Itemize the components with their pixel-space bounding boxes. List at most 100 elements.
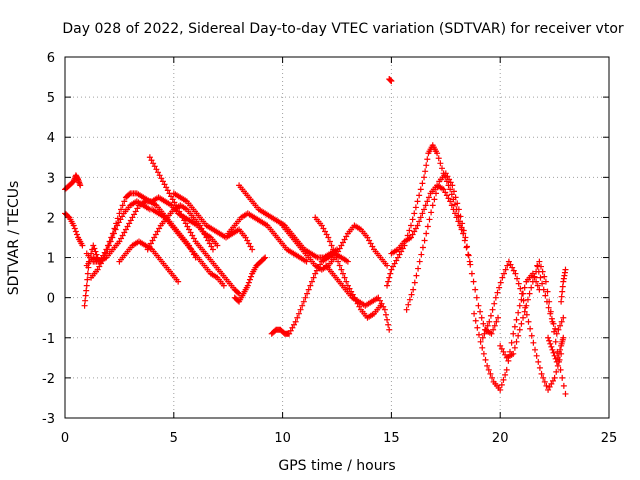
data-point-marker — [403, 306, 410, 313]
data-point-marker — [246, 276, 253, 283]
data-point-marker — [473, 294, 480, 301]
data-marks — [62, 76, 569, 397]
data-point-marker — [376, 297, 383, 304]
data-point-marker — [155, 169, 162, 176]
data-point-marker — [72, 228, 79, 235]
data-point-marker — [107, 238, 114, 245]
data-point-marker — [424, 156, 431, 163]
data-point-marker — [336, 262, 343, 269]
data-point-marker — [322, 228, 329, 235]
data-point-marker — [491, 300, 498, 307]
data-point-marker — [532, 346, 539, 353]
data-point-marker — [303, 258, 310, 265]
data-point-marker — [375, 294, 382, 301]
data-point-marker — [460, 227, 467, 234]
data-point-marker — [367, 240, 374, 247]
data-point-marker — [438, 165, 445, 172]
data-point-marker — [144, 246, 151, 253]
x-tick-label: 15 — [383, 431, 400, 446]
data-point-marker — [394, 254, 401, 261]
data-point-marker — [386, 274, 393, 281]
data-point-marker — [536, 258, 543, 265]
data-point-marker — [530, 339, 537, 346]
data-point-marker — [149, 237, 156, 244]
data-point-marker — [299, 302, 306, 309]
data-point-marker — [416, 192, 423, 199]
data-point-marker — [429, 202, 436, 209]
data-point-marker — [338, 266, 345, 273]
data-point-marker — [540, 374, 547, 381]
data-point-marker — [489, 374, 496, 381]
data-point-marker — [477, 338, 484, 345]
data-point-marker — [330, 246, 337, 253]
data-point-marker — [153, 166, 160, 173]
data-point-marker — [558, 298, 565, 305]
data-point-marker — [380, 303, 387, 310]
data-point-marker — [364, 234, 371, 241]
x-axis-label: GPS time / hours — [278, 458, 395, 474]
data-point-marker — [509, 264, 516, 271]
data-point-marker — [121, 198, 128, 205]
data-point-marker — [119, 213, 126, 220]
data-point-marker — [517, 285, 524, 292]
data-point-marker — [292, 318, 299, 325]
data-point-marker — [412, 204, 419, 211]
data-point-marker — [553, 368, 560, 375]
data-point-marker — [163, 184, 170, 191]
data-point-marker — [295, 310, 302, 317]
data-point-marker — [444, 173, 451, 180]
y-tick-label: 4 — [47, 131, 55, 146]
data-point-marker — [84, 276, 91, 283]
data-point-marker — [384, 282, 391, 289]
data-point-marker — [410, 286, 417, 293]
data-point-marker — [486, 318, 493, 325]
data-point-marker — [393, 257, 400, 264]
data-point-marker — [499, 274, 506, 281]
data-point-marker — [181, 217, 188, 224]
data-point-marker — [478, 314, 485, 321]
data-point-marker — [448, 202, 455, 209]
data-point-marker — [452, 194, 459, 201]
data-point-marker — [559, 374, 566, 381]
data-point-marker — [484, 322, 491, 329]
data-point-marker — [312, 270, 319, 277]
data-point-marker — [300, 298, 307, 305]
data-point-marker — [390, 263, 397, 270]
data-point-marker — [445, 195, 452, 202]
data-point-marker — [411, 279, 418, 286]
data-point-marker — [126, 220, 133, 227]
data-point-marker — [543, 298, 550, 305]
data-point-marker — [472, 286, 479, 293]
data-point-marker — [412, 225, 419, 232]
series-track-02 — [62, 172, 84, 193]
series-track-22 — [403, 170, 502, 337]
data-point-marker — [521, 284, 528, 291]
data-point-marker — [71, 225, 78, 232]
data-point-marker — [387, 270, 394, 277]
data-point-marker — [168, 193, 175, 200]
data-point-marker — [487, 312, 494, 319]
data-point-marker — [507, 261, 514, 268]
series-track-12 — [225, 210, 310, 265]
data-point-marker — [326, 238, 333, 245]
data-point-marker — [548, 343, 555, 350]
data-point-marker — [189, 232, 196, 239]
data-point-marker — [557, 366, 564, 373]
data-point-marker — [248, 273, 255, 280]
data-point-marker — [302, 294, 309, 301]
data-point-marker — [548, 380, 555, 387]
data-point-marker — [426, 216, 433, 223]
data-point-marker — [203, 234, 210, 241]
data-point-marker — [500, 348, 507, 355]
data-point-marker — [109, 234, 116, 241]
data-point-marker — [147, 240, 154, 247]
data-point-marker — [560, 334, 567, 341]
data-point-marker — [346, 285, 353, 292]
data-point-marker — [523, 302, 530, 309]
data-point-marker — [196, 222, 203, 229]
data-point-marker — [504, 262, 511, 269]
data-point-marker — [148, 157, 155, 164]
series-track-20 — [388, 182, 467, 257]
data-point-marker — [474, 324, 481, 331]
data-point-marker — [245, 240, 252, 247]
